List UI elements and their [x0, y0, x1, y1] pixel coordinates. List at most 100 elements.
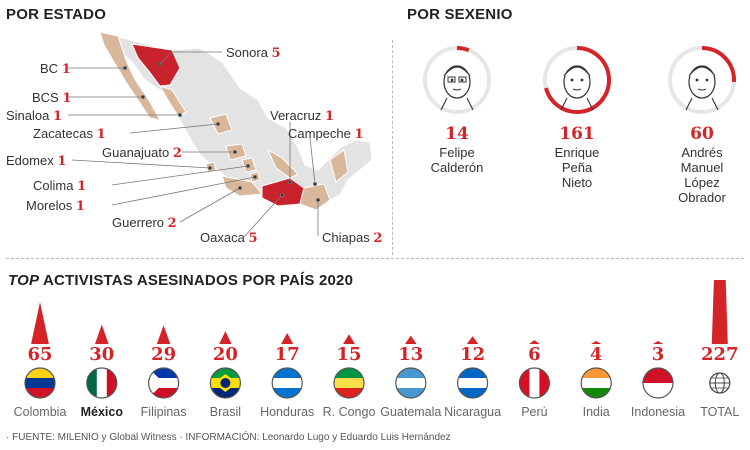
- bar-congo: [343, 334, 355, 344]
- flag-icon-brasil: [209, 367, 241, 399]
- bar-total: [711, 280, 728, 344]
- heading-top-rest: ACTIVISTAS ASESINADOS POR PAÍS 2020: [42, 272, 354, 289]
- category-label-indonesia: Indonesia: [630, 405, 686, 419]
- bar-peru: [529, 340, 540, 344]
- heading-top-prefix: TOP: [8, 272, 40, 289]
- leader-edomex: [71, 159, 211, 169]
- category-label-filipinas: Filipinas: [140, 405, 187, 419]
- map-sonora: [131, 43, 181, 87]
- flag-icon-nicaragua: [457, 367, 489, 399]
- heading-por-sexenio: POR SEXENIO: [407, 6, 513, 23]
- leader-zacatecas: [129, 123, 219, 134]
- bar-india: [590, 341, 602, 344]
- leader-guerrero: [179, 187, 241, 223]
- category-label-mexico: México: [80, 405, 123, 419]
- mexico-map: [68, 31, 373, 238]
- flag-icon-total: [709, 372, 731, 394]
- flag-icon-congo: [333, 367, 365, 399]
- flag-icon-filipinas: [148, 367, 180, 399]
- face-icon: [560, 65, 594, 111]
- flag-icon-mexico: [86, 367, 118, 399]
- bar-guatemala: [405, 335, 417, 344]
- value-label-mexico: 30: [89, 344, 115, 365]
- value-label-guatemala: 13: [398, 344, 424, 365]
- face-icon: [440, 65, 474, 111]
- value-label-indonesia: 3: [651, 344, 665, 365]
- heading-por-estado: POR ESTADO: [6, 6, 107, 23]
- sexenio-ring-calderon: [423, 46, 491, 114]
- sexenio-value-pena: 161: [559, 124, 595, 144]
- map-chiapas: [299, 183, 331, 211]
- flag-icon-india: [580, 367, 612, 399]
- category-label-india: India: [582, 405, 610, 419]
- leader-oaxaca: [243, 194, 283, 238]
- sexenio-value-calderon: 14: [445, 124, 469, 144]
- heading-top-paises: TOP ACTIVISTAS ASESINADOS POR PAÍS 2020: [8, 272, 353, 289]
- leader-colima: [111, 165, 249, 186]
- leader-campeche: [309, 137, 316, 185]
- map-campeche: [329, 149, 349, 183]
- map-guerrero: [221, 175, 263, 197]
- state-label-morelos: Morelos 1: [26, 198, 85, 214]
- map-veracruz: [266, 148, 299, 179]
- sexenio-ring-pena: [543, 46, 611, 114]
- category-label-brasil: Brasil: [209, 405, 242, 419]
- state-label-zacatecas: Zacatecas 1: [33, 126, 106, 142]
- flag-icon-guatemala: [395, 367, 427, 399]
- state-label-veracruz: Veracruz 1: [270, 108, 334, 124]
- category-label-total: TOTAL: [700, 405, 740, 419]
- value-label-nicaragua: 12: [460, 344, 486, 365]
- state-label-sinaloa: Sinaloa 1: [6, 108, 63, 124]
- sexenio-rings: [423, 46, 736, 114]
- flag-icon-indonesia: [642, 367, 674, 399]
- state-label-guerrero: Guerrero 2: [112, 215, 177, 231]
- category-label-colombia: Colombia: [13, 405, 67, 419]
- value-label-colombia: 65: [27, 344, 53, 365]
- bar-nicaragua: [466, 336, 479, 344]
- map-zacatecas: [209, 113, 233, 135]
- state-label-edomex: Edomex 1: [6, 153, 67, 169]
- flag-icon-colombia: [24, 367, 56, 399]
- state-label-campeche: Campeche 1: [288, 126, 364, 142]
- value-label-total: 227: [701, 344, 739, 365]
- sexenio-value-amlo: 60: [690, 124, 714, 144]
- sexenio-name-amlo: Andrés Manuel López Obrador: [678, 145, 726, 205]
- category-label-congo: R. Congo: [322, 405, 376, 419]
- bar-indonesia: [652, 341, 664, 344]
- value-label-brasil: 20: [212, 344, 238, 365]
- map-baja: [99, 31, 161, 121]
- state-label-bc: BC 1: [40, 61, 71, 77]
- state-label-chiapas: Chiapas 2: [322, 230, 383, 246]
- state-label-sonora: Sonora 5: [226, 45, 281, 61]
- footer-source: · FUENTE: MILENIO y Global Witness · INF…: [6, 432, 451, 443]
- state-label-oaxaca: Oaxaca 5: [200, 230, 258, 246]
- bar-filipinas: [156, 325, 171, 344]
- state-label-guanajuato: Guanajuato 2: [102, 145, 182, 161]
- flag-icon-honduras: [271, 367, 303, 399]
- vertical-divider: [392, 40, 393, 255]
- map-sinaloa: [158, 85, 187, 117]
- flag-icon-peru: [518, 367, 551, 399]
- category-label-peru: Perú: [521, 405, 548, 419]
- country-chart: [24, 280, 731, 399]
- sexenio-name-pena: Enrique Peña Nieto: [554, 145, 600, 190]
- value-label-peru: 6: [528, 344, 541, 365]
- sexenio-name-calderon: Felipe Calderón: [430, 145, 484, 175]
- leader-morelos: [111, 176, 256, 206]
- category-label-guatemala: Guatemala: [380, 405, 442, 419]
- face-icon: [685, 65, 719, 111]
- bar-brasil: [219, 331, 232, 344]
- value-label-filipinas: 29: [151, 344, 177, 365]
- value-label-congo: 15: [336, 344, 362, 365]
- category-label-honduras: Honduras: [260, 405, 315, 419]
- bar-mexico: [95, 324, 109, 344]
- sexenio-ring-amlo: [668, 46, 736, 114]
- bar-honduras: [281, 333, 294, 344]
- value-label-india: 4: [589, 344, 603, 365]
- value-label-honduras: 17: [274, 344, 300, 365]
- bar-colombia: [31, 302, 49, 344]
- horizontal-divider: [6, 258, 744, 259]
- category-label-nicaragua: Nicaragua: [444, 405, 502, 419]
- state-label-colima: Colima 1: [33, 178, 87, 194]
